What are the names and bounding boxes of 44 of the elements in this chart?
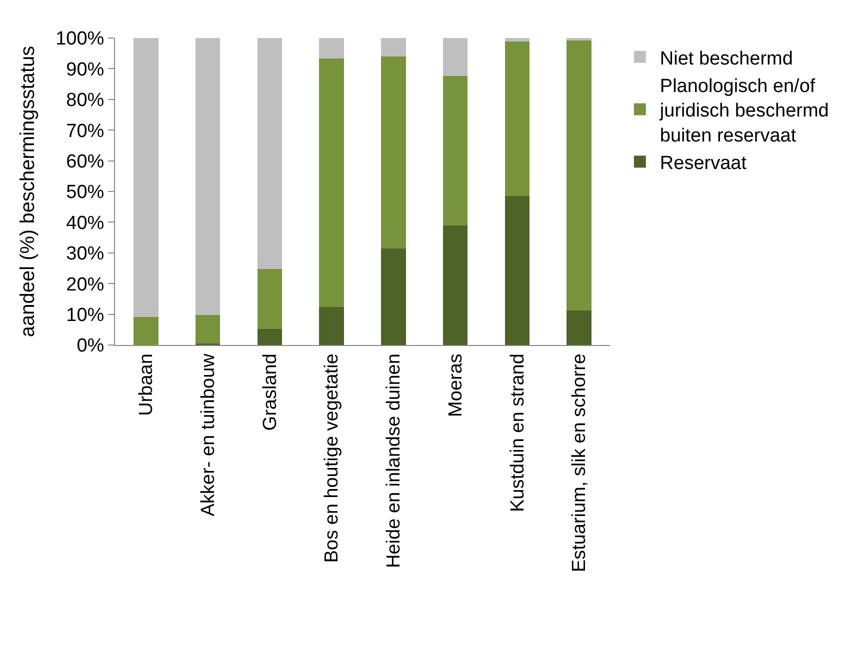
- y-tick-label: 20%: [66, 274, 104, 296]
- bar: [381, 56, 406, 249]
- x-tick-label: Estuarium, slik en schorre: [569, 354, 590, 572]
- bar: [257, 269, 282, 330]
- legend-label: Reservaat: [660, 153, 748, 174]
- bar: [566, 40, 592, 311]
- bar: [257, 329, 282, 345]
- bar: [319, 58, 344, 308]
- legend-label: Niet beschermd: [660, 48, 793, 70]
- legend-label: Planologisch en/of juridisch beschermd buiten reservaat: [658, 76, 829, 146]
- bar: [504, 42, 530, 196]
- y-tick-label: 80%: [66, 90, 104, 112]
- bar: [381, 38, 406, 56]
- bar: [134, 316, 158, 345]
- bar: [442, 38, 468, 76]
- bar: [319, 38, 344, 59]
- y-tick-label: 10%: [66, 304, 104, 326]
- y-tick-label: 50%: [66, 182, 104, 204]
- y-tick-label: 30%: [66, 244, 104, 265]
- x-tick-label: Kustduin en strand: [507, 354, 528, 512]
- x-tick-label: Grasland: [260, 354, 281, 431]
- bar: [442, 76, 468, 226]
- y-tick-label: 40%: [66, 212, 104, 234]
- bar: [504, 196, 530, 345]
- y-axis-title: aandeel (%) beschermingsstatus: [17, 46, 40, 338]
- y-tick-label: 70%: [66, 120, 104, 142]
- bar: [381, 248, 406, 345]
- bar: [257, 38, 282, 270]
- x-tick-label: Bos en houtige vegetatie: [322, 354, 343, 563]
- y-tick-label: 0%: [76, 336, 104, 357]
- x-tick-label: Urbaan: [136, 354, 158, 416]
- bar: [195, 314, 220, 344]
- bar: [134, 38, 158, 317]
- y-tick-label: 60%: [66, 151, 104, 172]
- bar: [442, 226, 468, 345]
- bar: [504, 38, 530, 42]
- y-tick-label: 100%: [56, 28, 104, 50]
- x-tick-label: Moeras: [445, 354, 466, 417]
- x-tick-label: Akker- en tuinbouw: [198, 353, 219, 516]
- y-tick-label: 90%: [66, 59, 104, 80]
- bar: [566, 310, 592, 345]
- x-tick-label: Heide en inlandse duinen: [384, 354, 405, 568]
- bar: [319, 307, 344, 345]
- bar: [195, 38, 220, 315]
